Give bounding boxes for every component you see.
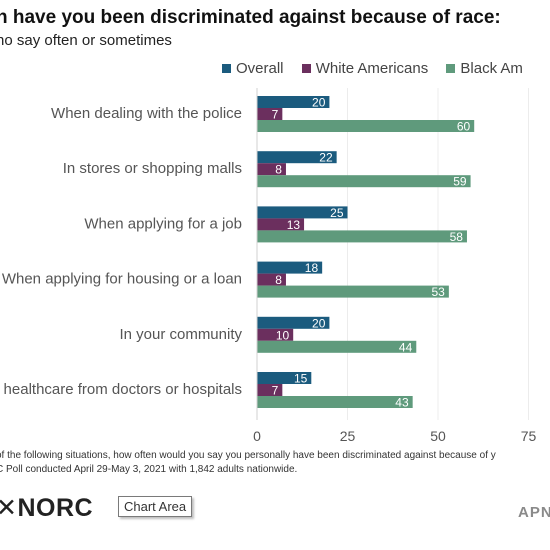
norc-logo: ✕NORC <box>0 494 94 522</box>
bar-value-label: 13 <box>287 218 301 232</box>
bar-value-label: 8 <box>275 273 282 287</box>
chart-legend: Overall White Americans Black Am <box>222 60 537 77</box>
legend-label-white-americans: White Americans <box>315 60 429 77</box>
chart-title: n have you been discriminated against be… <box>0 7 501 28</box>
bar <box>257 316 330 329</box>
bar <box>257 372 312 384</box>
x-tick-label-0: 0 <box>253 428 261 444</box>
bar-value-label: 18 <box>305 261 319 275</box>
bar-value-label: 53 <box>432 285 446 299</box>
bar-value-label: 10 <box>276 328 290 342</box>
x-tick-label-2: 50 <box>430 428 446 444</box>
bar <box>257 328 294 341</box>
bar-value-label: 59 <box>453 175 467 189</box>
bar <box>257 151 337 164</box>
legend-item-black-americans: Black Am <box>446 60 523 77</box>
legend-item-overall: Overall <box>222 60 284 77</box>
x-tick-label-3: 75 <box>521 428 537 444</box>
bar-value-label: 60 <box>457 120 471 134</box>
bar <box>257 218 305 231</box>
bar-value-label: 7 <box>272 108 279 122</box>
bar-value-label: 7 <box>272 384 279 398</box>
legend-label-overall: Overall <box>236 60 284 77</box>
category-label: When applying for housing or a loan <box>2 271 242 288</box>
bar-value-label: 58 <box>450 230 464 244</box>
chart-area-tooltip: Chart Area <box>118 496 193 517</box>
legend-item-white-americans: White Americans <box>301 60 429 77</box>
legend-swatch-overall <box>222 64 231 73</box>
bar <box>257 175 471 188</box>
bar <box>257 384 283 396</box>
ap-brand-logo: APN <box>518 504 550 521</box>
footnote-line-1: of the following situations, how often w… <box>0 450 496 461</box>
bar-value-label: 20 <box>312 316 326 330</box>
legend-swatch-white-americans <box>301 64 311 73</box>
bar <box>257 120 475 132</box>
bar <box>257 396 413 408</box>
category-label: healthcare from doctors or hospitals <box>4 381 242 398</box>
category-label: In stores or shopping malls <box>63 160 242 177</box>
bar <box>257 261 323 274</box>
bar-value-label: 22 <box>319 151 333 165</box>
bar <box>257 273 286 286</box>
category-label: In your community <box>119 326 242 343</box>
bar <box>257 163 286 176</box>
bar <box>257 108 283 120</box>
category-label: When applying for a job <box>84 215 242 232</box>
bar <box>257 340 417 353</box>
bar <box>257 230 467 243</box>
chart-subtitle: ho say often or sometimes <box>0 32 172 49</box>
bar-value-label: 20 <box>312 96 326 110</box>
bar-value-label: 25 <box>330 206 344 220</box>
bar-value-label: 44 <box>399 340 413 354</box>
footnote-line-2: C Poll conducted April 29-May 3, 2021 wi… <box>0 464 298 475</box>
bar <box>257 206 348 219</box>
bar-value-label: 15 <box>294 372 308 386</box>
footnote: of the following situations, how often w… <box>0 449 496 477</box>
bar-value-label: 43 <box>395 396 409 410</box>
x-tick-label-1: 25 <box>340 428 356 444</box>
category-label: When dealing with the police <box>51 105 242 122</box>
bar-value-label: 8 <box>275 163 282 177</box>
legend-swatch-black-americans <box>446 64 456 73</box>
bar <box>257 96 330 108</box>
bar <box>257 285 449 298</box>
legend-label-black-americans: Black Am <box>460 60 523 77</box>
